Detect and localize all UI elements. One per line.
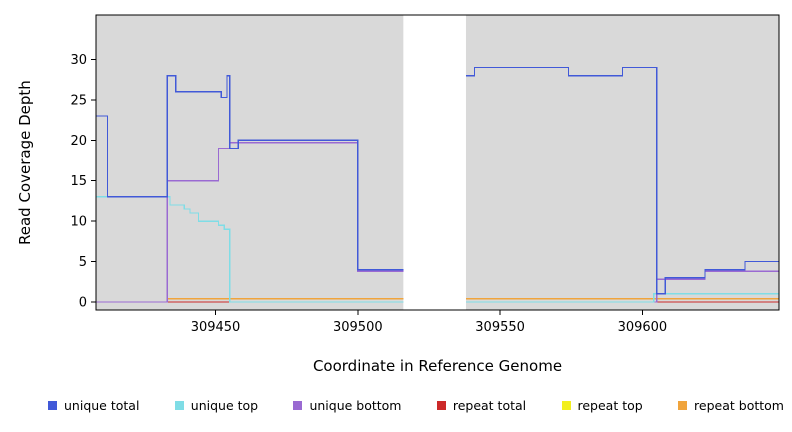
legend-item-repeat-top: repeat top — [561, 398, 643, 413]
y-tick-label: 25 — [70, 93, 87, 108]
y-tick-label: 15 — [70, 174, 87, 189]
y-tick-label: 0 — [79, 295, 87, 310]
no-data-gap — [403, 15, 466, 310]
x-tick-label: 309450 — [191, 320, 241, 335]
legend-label-unique-top: unique top — [190, 398, 259, 413]
series-line-unique-top — [96, 196, 404, 303]
legend-item-unique-total: unique total — [48, 398, 139, 413]
legend: unique total unique top unique bottom repea… — [48, 398, 784, 413]
legend-item-repeat-total: repeat total — [436, 398, 527, 413]
legend-label-repeat-bottom: repeat bottom — [694, 398, 784, 413]
legend-label-unique-total: unique total — [64, 398, 140, 413]
series-line-unique-total — [466, 66, 779, 295]
legend-swatch-repeat-total — [436, 401, 446, 410]
x-axis-label: Coordinate in Reference Genome — [312, 357, 563, 375]
legend-swatch-unique-total — [48, 401, 57, 410]
y-tick-label: 10 — [70, 215, 87, 230]
legend-item-unique-bottom: unique bottom — [293, 398, 402, 413]
legend-item-unique-top: unique top — [174, 398, 259, 413]
legend-item-repeat-bottom: repeat bottom — [678, 398, 784, 413]
legend-swatch-unique-bottom — [293, 401, 303, 410]
y-tick-label: 30 — [70, 53, 87, 68]
legend-label-repeat-total: repeat total — [452, 398, 527, 413]
series-line-unique-total — [96, 74, 404, 271]
series-line-unique-top — [466, 293, 779, 303]
legend-label-unique-bottom: unique bottom — [309, 398, 402, 413]
x-tick-label: 309600 — [618, 320, 668, 335]
legend-label-repeat-top: repeat top — [577, 398, 643, 413]
y-tick-label: 20 — [70, 134, 87, 149]
x-tick-label: 309550 — [475, 320, 525, 335]
legend-swatch-repeat-top — [561, 401, 571, 410]
x-tick-label: 309500 — [333, 320, 383, 335]
legend-swatch-unique-top — [174, 401, 184, 410]
y-tick-label: 5 — [79, 255, 87, 270]
series-line-unique-bottom — [653, 270, 779, 303]
y-axis-label: Read Coverage Depth — [16, 80, 34, 245]
panel-border — [95, 14, 780, 311]
legend-swatch-repeat-bottom — [678, 401, 688, 410]
chart-svg: 309450 309500 309550 309600 0 5 10 15 20 25 30 — [70, 14, 780, 335]
